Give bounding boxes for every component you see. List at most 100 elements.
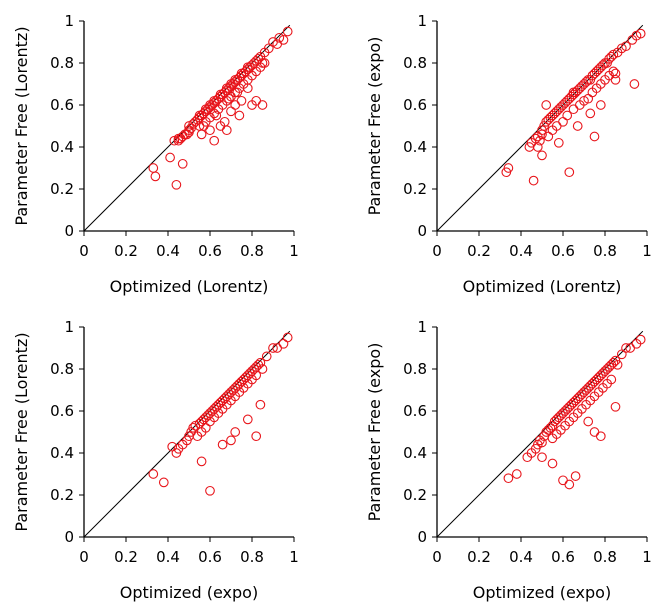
data-point (257, 100, 268, 110)
x-tick-label: 1 (642, 242, 652, 260)
data-point (564, 479, 575, 490)
data-point (255, 357, 266, 368)
data-point (589, 131, 600, 142)
data-point (621, 41, 631, 52)
x-tick-label: 0.8 (593, 242, 617, 260)
data-point (230, 100, 241, 110)
y-tick-label: 0.4 (50, 138, 74, 156)
data-point (234, 110, 245, 121)
data-point (148, 469, 159, 479)
x-axis-title: Optimized (Lorentz) (463, 277, 622, 296)
data-point (511, 469, 522, 479)
y-tick-label: 0.8 (403, 54, 427, 72)
data-point (196, 456, 207, 467)
data-point (610, 68, 621, 79)
data-point (616, 349, 627, 360)
data-point (282, 332, 293, 343)
x-tick-label: 0.8 (240, 548, 264, 566)
data-point (205, 125, 215, 136)
data-point (209, 135, 220, 146)
y-tick-label: 0.8 (403, 360, 427, 378)
y-tick-label: 0.8 (50, 360, 74, 378)
data-point (251, 370, 262, 381)
data-point (635, 334, 646, 345)
x-tick-label: 0 (432, 548, 442, 566)
x-axis-title: Optimized (expo) (120, 583, 258, 602)
data-point (278, 35, 289, 45)
x-tick-label: 0.2 (467, 242, 491, 260)
data-point (503, 163, 514, 173)
scatter-panel-3: 0 0.2 0.4 0.6 0.8 1 0 0.2 0.4 0.6 0.8 1 Optimized (e… (12, 318, 299, 602)
y-tick-label: 0.2 (403, 486, 427, 504)
y-tick-label: 0.6 (403, 402, 427, 420)
y-tick-label: 0.6 (50, 96, 74, 114)
data-point (541, 100, 552, 110)
data-point (585, 108, 596, 119)
data-point (242, 83, 253, 94)
data-point (583, 416, 594, 427)
x-tick-label: 0.2 (114, 548, 138, 566)
data-point (261, 351, 272, 362)
data-point (547, 458, 558, 469)
data-point (217, 439, 228, 450)
x-tick-label: 0 (79, 548, 89, 566)
y-tick-label: 0.8 (50, 54, 74, 72)
data-point (635, 28, 646, 39)
x-tick-label: 0.4 (156, 548, 180, 566)
data-point (568, 104, 579, 115)
y-tick-label: 0 (64, 222, 74, 240)
y-tick-label: 1 (64, 12, 74, 30)
data-point (255, 399, 266, 410)
data-point (629, 79, 640, 89)
y-tick-label: 0.2 (403, 180, 427, 198)
x-axis-title: Optimized (expo) (473, 583, 611, 602)
y-tick-label: 0 (417, 222, 427, 240)
data-point (259, 58, 270, 68)
data-point (196, 129, 207, 140)
data-point (537, 437, 547, 448)
data-point (610, 401, 621, 412)
data-point (558, 475, 568, 486)
x-tick-label: 0 (79, 242, 89, 260)
x-tick-label: 0.4 (156, 242, 180, 260)
data-point (221, 125, 232, 136)
data-point (232, 87, 243, 98)
x-tick-label: 0 (432, 242, 442, 260)
data-point (226, 106, 236, 117)
data-point (503, 473, 514, 484)
y-tick-label: 0.4 (50, 444, 74, 462)
data-point (224, 93, 234, 104)
x-tick-label: 0.6 (198, 242, 222, 260)
x-tick-label: 0.2 (467, 548, 491, 566)
data-point (242, 414, 253, 425)
x-tick-label: 0.8 (240, 242, 264, 260)
data-point (537, 150, 547, 161)
data-point (226, 435, 236, 446)
y-tick-label: 0 (417, 528, 427, 546)
data-point (595, 100, 606, 110)
x-tick-label: 0.6 (198, 548, 222, 566)
data-point (148, 163, 159, 173)
data-point (532, 142, 543, 152)
data-point (150, 171, 161, 182)
data-point (535, 135, 545, 146)
data-point (564, 167, 575, 178)
scatter-panel-1: 0 0.2 0.4 0.6 0.8 1 0 0.2 0.4 0.6 0.8 1 Optimized (L… (12, 12, 299, 296)
x-axis-title: Optimized (Lorentz) (110, 277, 269, 296)
data-point (606, 374, 617, 385)
y-tick-label: 1 (417, 12, 427, 30)
x-tick-label: 0.6 (551, 548, 575, 566)
y-tick-label: 1 (64, 318, 74, 336)
y-axis-title: Parameter Free (Lorentz) (12, 26, 31, 225)
data-point (158, 477, 169, 488)
data-point (278, 338, 289, 349)
data-point (251, 431, 262, 442)
data-point (230, 427, 241, 437)
y-tick-label: 0.2 (50, 486, 74, 504)
x-tick-label: 0.4 (509, 548, 533, 566)
data-point (553, 137, 564, 148)
data-point (589, 427, 600, 437)
data-point (562, 110, 573, 121)
x-tick-label: 0.8 (593, 548, 617, 566)
